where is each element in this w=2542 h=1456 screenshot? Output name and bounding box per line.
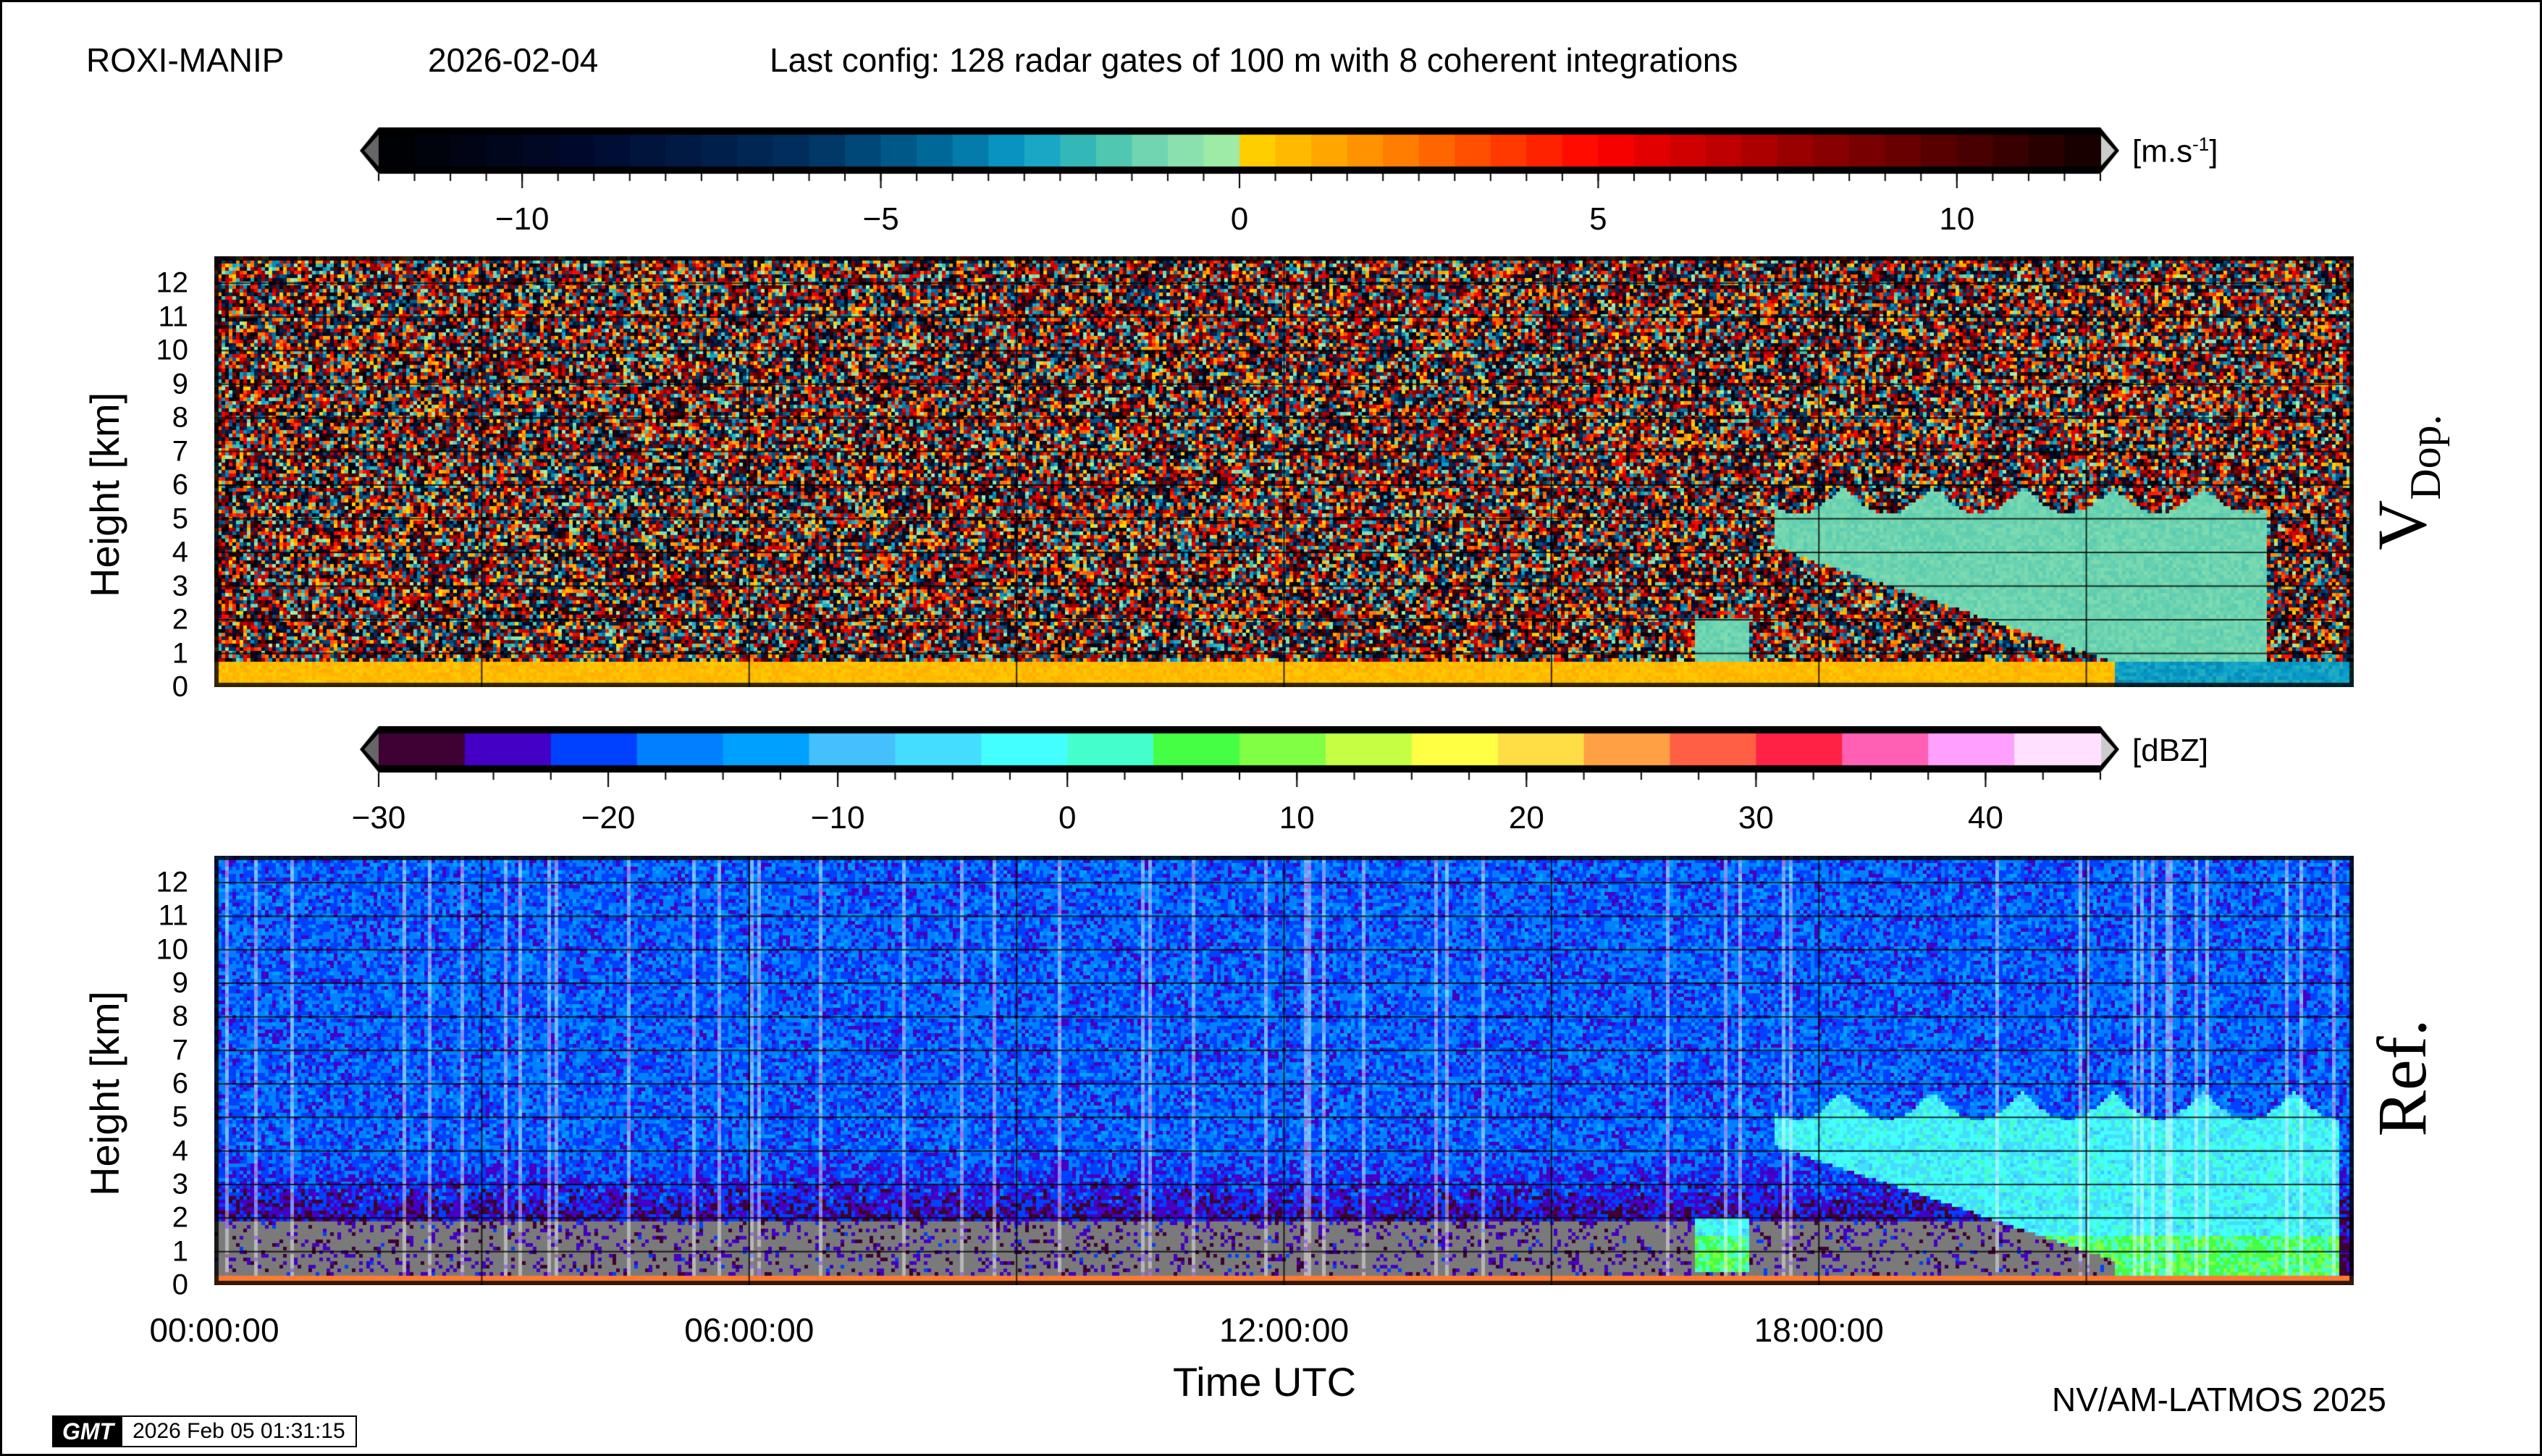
timestamp: 2026 Feb 05 01:31:15 — [132, 1419, 345, 1443]
y-tick-label: 3 — [172, 570, 188, 602]
date-label: 2026-02-04 — [428, 41, 599, 79]
colorbar-tick-label: 10 — [1279, 800, 1315, 836]
gmt-timestamp: GMT 2026 Feb 05 01:31:15 — [52, 1415, 357, 1447]
reflectivity-colorbar: −30 −20 −10 0 10 20 30 40 — [352, 726, 2119, 836]
y-tick-label: 4 — [172, 1135, 188, 1167]
heatmap-canvas — [214, 256, 2354, 687]
velocity-colorbar: −10 −5 0 5 10 — [360, 127, 2119, 237]
y-tick-label: 3 — [172, 1168, 188, 1200]
reflectivity-heatmap: 0 1 2 3 4 5 6 7 8 9 10 11 12 — [156, 856, 2354, 1301]
time-axis-title: Time UTC — [1173, 1359, 1357, 1405]
y-tick-label: 0 — [172, 1268, 188, 1301]
y-tick-label: 1 — [172, 637, 188, 670]
y-tick-label: 1 — [172, 1235, 188, 1268]
y-tick-label: 9 — [172, 967, 188, 999]
colorbar-tick-label: 40 — [1967, 800, 2003, 836]
colorbar-tick-label: −10 — [810, 800, 865, 836]
y-tick-label: 6 — [172, 468, 188, 501]
y-tick-label: 4 — [172, 536, 188, 568]
y-tick-label: 7 — [172, 435, 188, 468]
x-tick-label: 06:00:00 — [684, 1311, 815, 1349]
config-label: Last config: 128 radar gates of 100 m wi… — [770, 41, 1738, 79]
colorbar-tick-label: 20 — [1508, 800, 1544, 836]
colorbar-tick-label: 5 — [1589, 201, 1607, 237]
station-name: ROXI-MANIP — [86, 41, 285, 79]
reflectivity-unit: [dBZ] — [2132, 733, 2209, 768]
y-tick-label: 5 — [172, 1101, 188, 1133]
x-tick-label: 18:00:00 — [1754, 1311, 1884, 1349]
reflectivity-y-axis-label: Height [km] — [82, 990, 127, 1196]
y-tick-label: 7 — [172, 1034, 188, 1066]
colorbar-canvas — [360, 127, 2119, 188]
heatmap-canvas — [214, 856, 2354, 1285]
y-tick-label: 2 — [172, 1201, 188, 1234]
x-tick-label: 00:00:00 — [149, 1311, 279, 1349]
velocity-unit: [m.s-1] — [2132, 133, 2218, 169]
colorbar-tick-label: −5 — [862, 201, 899, 237]
y-tick-label: 10 — [156, 933, 189, 966]
y-tick-label: 8 — [172, 401, 188, 434]
velocity-heatmap: 0 1 2 3 4 5 6 7 8 9 10 11 12 — [156, 256, 2354, 703]
y-tick-label: 11 — [158, 300, 188, 333]
velocity-y-axis-label: Height [km] — [82, 392, 127, 597]
velocity-side-label: VDop. — [2363, 414, 2450, 550]
x-tick-label: 12:00:00 — [1219, 1311, 1350, 1349]
colorbar-canvas — [360, 726, 2119, 787]
gmt-logo: GMT — [54, 1417, 123, 1446]
y-tick-label: 2 — [172, 603, 188, 636]
y-tick-label: 11 — [158, 899, 188, 932]
y-tick-label: 9 — [172, 368, 188, 400]
colorbar-tick-label: 10 — [1939, 201, 1975, 237]
colorbar-tick-label: −10 — [494, 201, 550, 237]
colorbar-tick-label: −20 — [581, 800, 636, 836]
y-tick-label: 5 — [172, 502, 188, 535]
colorbar-tick-label: 30 — [1738, 800, 1774, 836]
colorbar-tick-label: 0 — [1230, 201, 1249, 237]
colorbar-tick-label: −30 — [351, 800, 406, 836]
y-tick-label: 12 — [156, 866, 189, 899]
y-tick-label: 6 — [172, 1067, 188, 1100]
y-tick-label: 12 — [156, 266, 189, 299]
colorbar-tick-label: 0 — [1058, 800, 1077, 836]
y-tick-label: 10 — [156, 334, 189, 366]
y-tick-label: 8 — [172, 1000, 188, 1032]
credit-label: NV/AM-LATMOS 2025 — [2052, 1381, 2386, 1418]
y-tick-label: 0 — [172, 670, 188, 703]
reflectivity-side-label: Ref. — [2363, 1019, 2441, 1137]
